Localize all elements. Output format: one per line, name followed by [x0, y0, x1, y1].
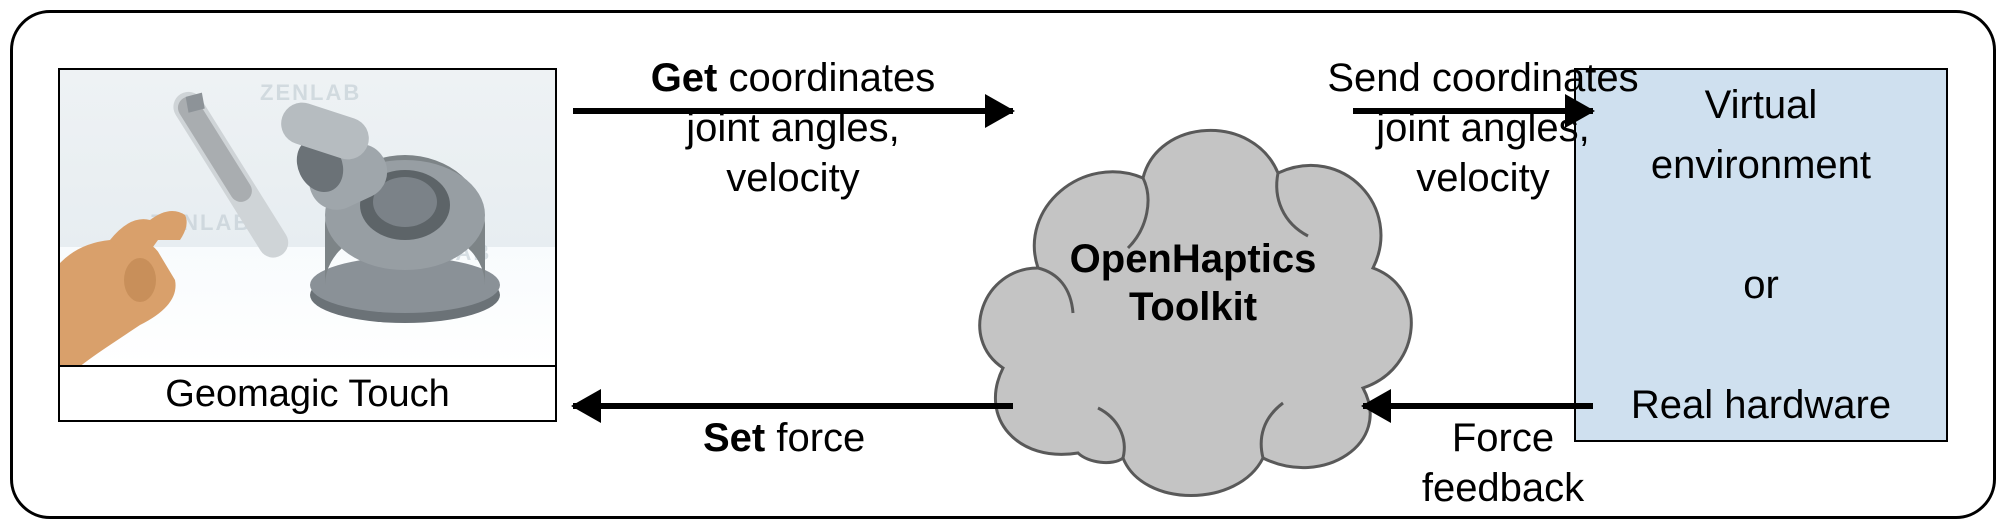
target-line4: Real hardware	[1631, 383, 1891, 427]
arrow-set-label: Set force	[703, 413, 865, 463]
diagram-card: ZENLAB ZENLAB ZENLAB	[10, 10, 1996, 519]
device-box: ZENLAB ZENLAB ZENLAB	[58, 68, 557, 422]
cloud-label-line1: OpenHaptics	[1070, 237, 1317, 281]
target-line3: or	[1743, 263, 1779, 307]
arrow-send-label: Send coordinates joint angles, velocity	[1323, 53, 1643, 203]
device-caption: Geomagic Touch	[60, 365, 555, 422]
arrow-feedback-label: Force feedback	[1413, 413, 1593, 513]
arrow-feedback	[1363, 403, 1593, 409]
arrow-set	[573, 403, 1013, 409]
device-photo: ZENLAB ZENLAB ZENLAB	[60, 70, 555, 365]
cloud-label-line2: Toolkit	[1129, 285, 1257, 329]
hand-illustration	[60, 185, 240, 365]
cloud-label: OpenHaptics Toolkit	[1070, 235, 1317, 331]
arrow-get-label: Get coordinates joint angles, velocity	[623, 53, 963, 203]
target-line1: Virtual	[1705, 83, 1818, 127]
target-line2: environment	[1651, 143, 1871, 187]
